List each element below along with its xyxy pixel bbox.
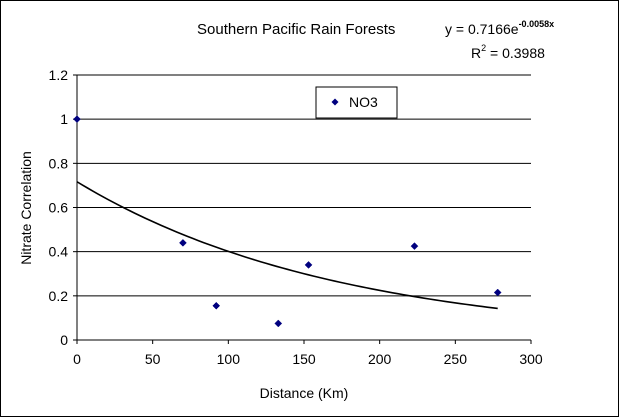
y-tick-label: 0.2: [49, 288, 69, 304]
y-tick-labels: 0 0.2 0.4 0.6 0.8 1 1.2: [49, 67, 69, 348]
x-tick-label: 250: [444, 351, 468, 367]
data-point-diamond: [274, 319, 283, 328]
trend-equation-base: y = 0.7166e: [445, 21, 519, 37]
r-squared-base: R: [471, 45, 481, 61]
y-tick-label: 0.6: [49, 200, 69, 216]
y-tick-label: 1: [60, 111, 68, 127]
legend: NO3: [315, 86, 398, 119]
data-point-diamond: [493, 288, 502, 297]
r-squared-exponent: 2: [481, 43, 486, 53]
x-tick-label: 0: [73, 351, 81, 367]
data-point-diamond: [304, 261, 313, 269]
x-tick-label: 150: [292, 351, 316, 367]
trendline-group: [76, 181, 498, 310]
legend-label: NO3: [349, 94, 378, 110]
data-point-diamond: [73, 115, 81, 124]
x-tick-label: 300: [519, 351, 543, 367]
r-squared-label: R2 = 0.3988: [471, 43, 545, 61]
x-axis-label: Distance (Km): [260, 385, 349, 401]
trend-equation-exponent: -0.0058x: [519, 19, 555, 29]
y-tick-label: 0.4: [49, 244, 69, 260]
data-point-diamond: [179, 238, 187, 247]
x-tick-label: 50: [145, 351, 161, 367]
data-point-diamond: [410, 242, 419, 250]
legend-marker-diamond: [331, 98, 339, 106]
y-tick-label: 1.2: [49, 67, 69, 83]
chart-title: Southern Pacific Rain Forests: [197, 21, 395, 38]
r-squared-value: = 0.3988: [486, 45, 545, 61]
x-tick-label: 100: [217, 351, 241, 367]
x-tick-label: 200: [368, 351, 392, 367]
y-tick-label: 0.8: [49, 155, 69, 171]
trend-equation: y = 0.7166e-0.0058x: [445, 19, 554, 37]
y-axis-label: Nitrate Correlation: [18, 151, 34, 265]
data-points: [73, 115, 502, 328]
grid-lines: [77, 74, 531, 297]
legend-box: [315, 86, 398, 119]
y-tick-label: 0: [60, 332, 68, 348]
x-tick-labels: 0 50 100 150 200 250 300: [73, 351, 543, 367]
data-point-diamond: [212, 301, 221, 310]
trendline: [76, 181, 498, 310]
